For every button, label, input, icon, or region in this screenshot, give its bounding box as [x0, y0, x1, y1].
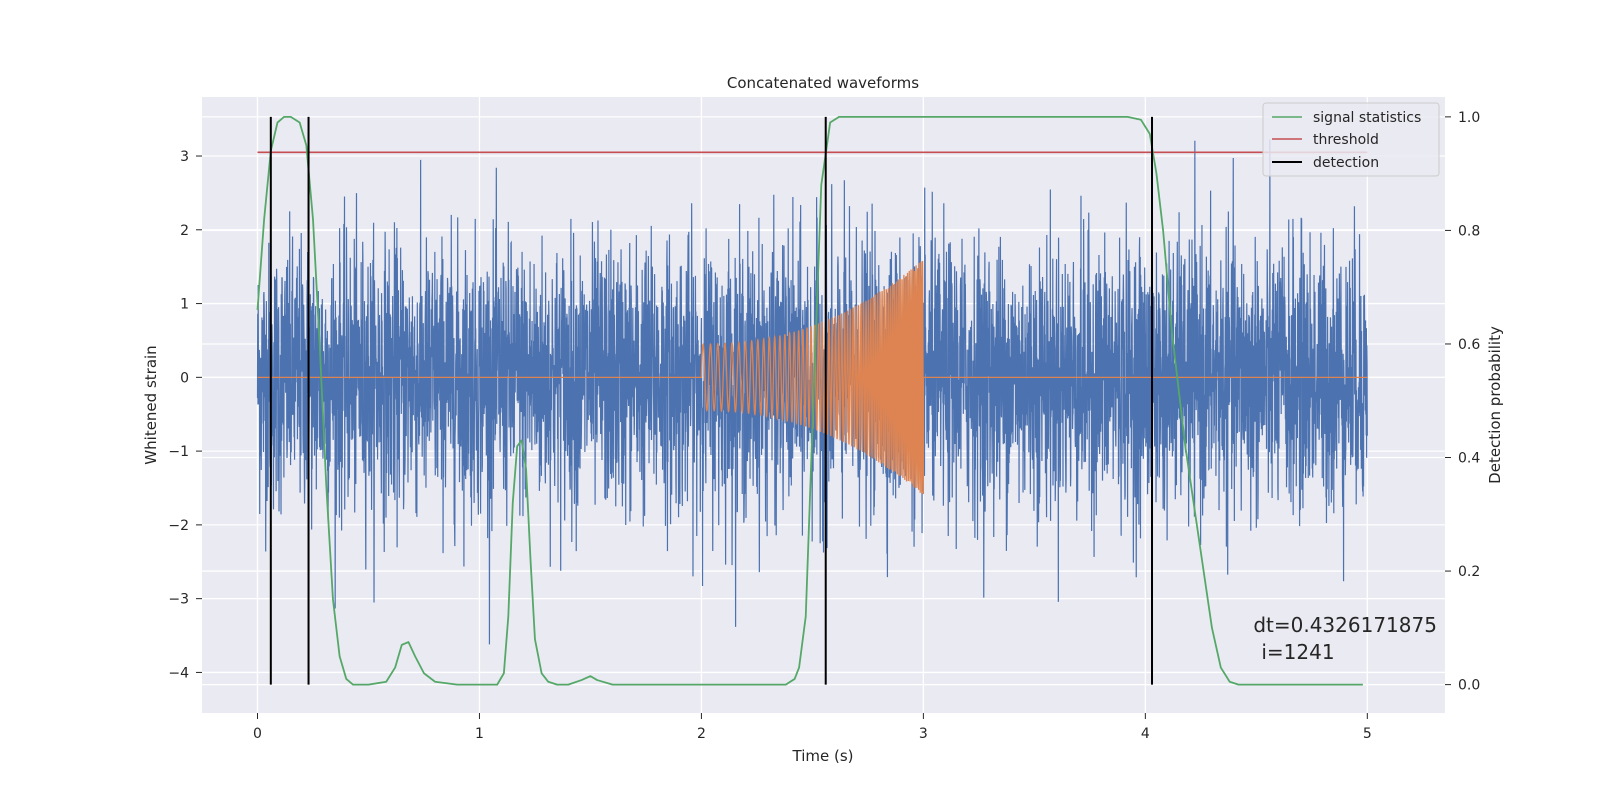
y-axis-label-right: Detection probability [1486, 326, 1504, 484]
chart-title: Concatenated waveforms [727, 74, 919, 92]
y-tick-label: 0 [180, 370, 189, 386]
legend-label-threshold: threshold [1313, 132, 1379, 148]
legend: signal statistics threshold detection [1262, 102, 1440, 177]
x-axis-label: Time (s) [792, 747, 854, 765]
y-tick-label: 3 [180, 149, 189, 165]
plot-content [256, 115, 1368, 686]
annotation-dt: dt=0.4326171875 [1253, 613, 1437, 637]
detection-lines [269, 116, 1154, 685]
y-right-tick-label: 0.4 [1458, 451, 1480, 467]
y-tick-label: −2 [168, 518, 189, 534]
y-tick-label: −4 [168, 665, 189, 681]
y-tick-label: −1 [168, 444, 189, 460]
y-axis-label: Whitened strain [142, 345, 160, 464]
right-y-ticks: 1.0 0.8 0.6 0.4 0.2 0.0 [1445, 110, 1480, 694]
y-right-tick-label: 1.0 [1458, 110, 1480, 126]
signal-statistics-line [256, 115, 1363, 686]
y-tick-label: 1 [180, 297, 189, 313]
x-ticks: 0 1 2 3 4 5 [253, 713, 1372, 742]
signal-statistics-series [256, 115, 1363, 686]
y-tick-label: −3 [168, 592, 189, 608]
x-tick-label: 5 [1363, 726, 1372, 742]
x-tick-label: 3 [919, 726, 928, 742]
legend-box [1262, 102, 1440, 177]
y-right-tick-label: 0.2 [1458, 564, 1480, 580]
y-right-tick-label: 0.0 [1458, 678, 1480, 694]
x-tick-label: 4 [1141, 726, 1150, 742]
legend-label-signal-statistics: signal statistics [1313, 110, 1421, 126]
y-tick-label: 2 [180, 223, 189, 239]
x-tick-label: 0 [253, 726, 262, 742]
y-right-tick-label: 0.8 [1458, 223, 1480, 239]
y-right-tick-label: 0.6 [1458, 337, 1480, 353]
legend-label-detection: detection [1313, 155, 1379, 171]
annotation-index: i=1241 [1261, 640, 1334, 664]
left-y-ticks: 3 2 1 0 −1 −2 −3 −4 [168, 149, 202, 681]
x-tick-label: 1 [475, 726, 484, 742]
x-tick-label: 2 [697, 726, 706, 742]
